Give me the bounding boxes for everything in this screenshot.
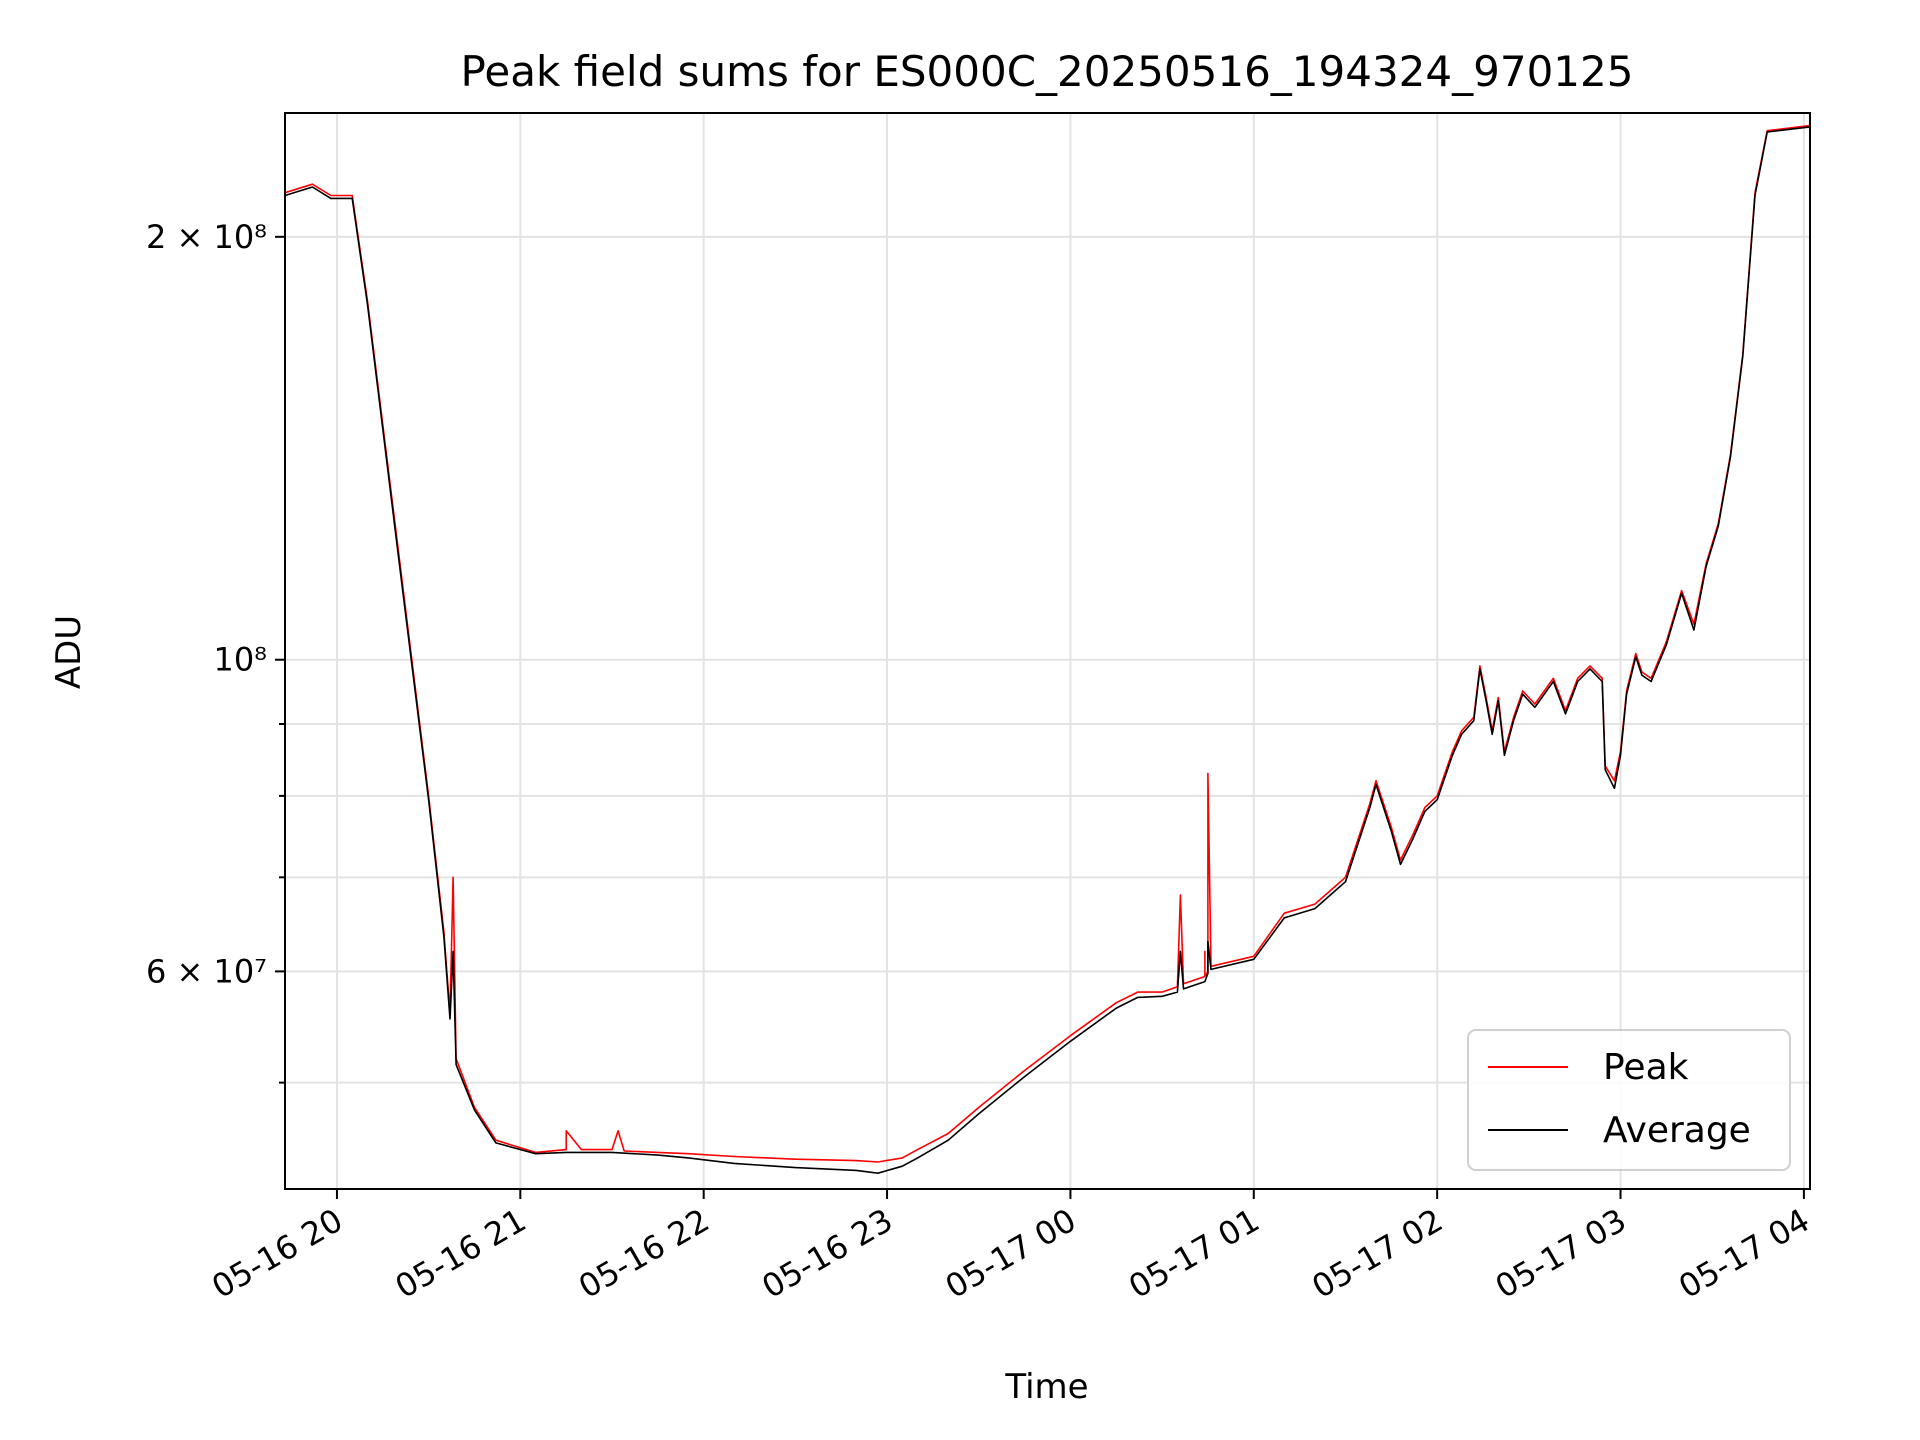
legend-label-peak: Peak [1603,1047,1689,1088]
y-tick-label: 6 × 10⁷ [146,952,267,990]
series-line-average [284,126,1811,1174]
legend: Peak Average [1467,1029,1791,1171]
series-line-peak [284,124,1811,1163]
y-axis-label: ADU [49,615,89,689]
series-layer [284,124,1811,1174]
x-axis-label: Time [1004,1367,1088,1407]
legend-label-average: Average [1603,1110,1751,1151]
plot-frame [284,112,1811,1190]
chart-title: Peak field sums for ES000C_20250516_1943… [461,47,1634,96]
y-tick-label: 2 × 10⁸ [146,218,267,256]
legend-box [1467,1029,1791,1171]
y-axis: 6 × 10⁷ 10⁸ 2 × 10⁸ [146,218,285,1084]
y-tick-label: 10⁸ [213,641,267,679]
